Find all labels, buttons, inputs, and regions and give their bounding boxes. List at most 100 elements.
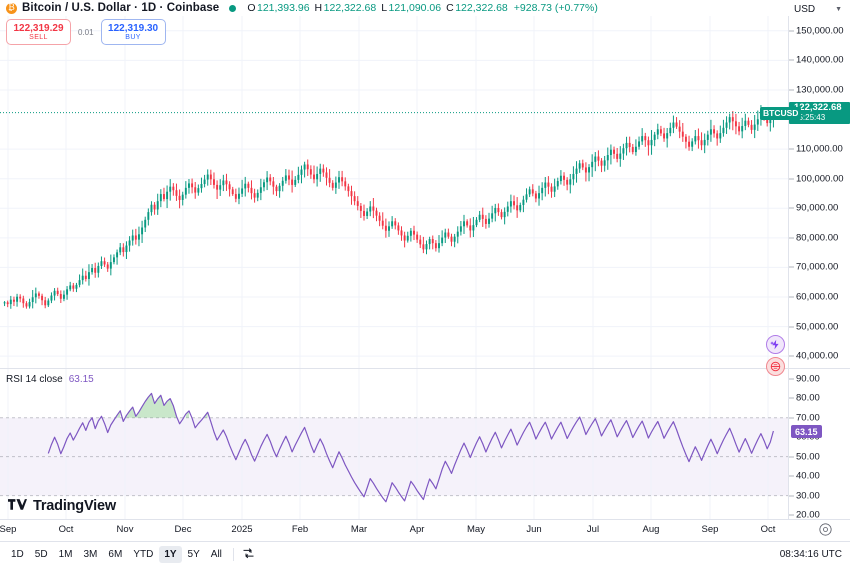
sell-label: SELL: [29, 33, 48, 41]
buy-button[interactable]: 122,319.30 BUY: [100, 19, 166, 45]
high-value: 122,322.68: [323, 2, 377, 14]
time-axis-label: Oct: [58, 524, 74, 535]
price-tick-label: 100,000.00: [796, 173, 844, 185]
price-tick-label: 60,000.00: [796, 291, 839, 303]
price-tick-mark: [788, 59, 794, 61]
time-axis-label: Nov: [116, 524, 134, 535]
timeframe-button-1d[interactable]: 1D: [11, 549, 24, 560]
rsi-series: [0, 369, 788, 519]
replay-glyph-icon: [770, 361, 781, 372]
sell-button[interactable]: 122,319.29 SELL: [6, 19, 71, 45]
high-label: H: [314, 2, 323, 14]
clock-label: 08:34:16 UTC: [779, 549, 842, 560]
price-axis[interactable]: 150,000.00 140,000.00 130,000.00 110,000.00…: [788, 16, 850, 368]
time-axis[interactable]: Sep Oct Nov Dec 2025 Feb Mar Apr May Jun Jul Aug Sep…: [0, 519, 850, 541]
rsi-legend[interactable]: RSI 14 close 63.15: [6, 374, 94, 385]
price-tick-mark: [788, 207, 794, 209]
rsi-tick-label: 40.00: [796, 470, 820, 482]
symbol-title[interactable]: Bitcoin / U.S. Dollar · 1D · Coinbase: [22, 2, 220, 14]
chart-header: Bitcoin / U.S. Dollar · 1D · Coinbase O1…: [0, 0, 850, 16]
rsi-tick-mark: [788, 475, 794, 477]
alert-badge-icon[interactable]: [766, 335, 785, 354]
toolbar-divider: [232, 548, 234, 561]
rsi-tick-label: 80.00: [796, 392, 820, 404]
current-price-tag[interactable]: 122,322.68 15:25:43: [789, 101, 850, 124]
pane-divider: [0, 368, 850, 369]
timeframe-button-5y[interactable]: 5Y: [187, 549, 200, 560]
price-tick-mark: [788, 148, 794, 150]
status-dot-icon: [229, 4, 237, 12]
rsi-tick-label: 20.00: [796, 509, 820, 521]
timeframe-button-ytd[interactable]: YTD: [133, 549, 154, 560]
price-tick-label: 150,000.00: [796, 25, 844, 37]
time-axis-label: Apr: [409, 524, 425, 535]
price-tick-label: 80,000.00: [796, 232, 839, 244]
price-tick-mark: [788, 30, 794, 32]
rsi-tick-mark: [788, 417, 794, 419]
candlestick-series: [0, 16, 788, 368]
price-tick-mark: [788, 89, 794, 91]
timeframe-button-3m[interactable]: 3M: [83, 549, 98, 560]
timeframe-button-all[interactable]: All: [210, 549, 222, 560]
current-price-value: 122,322.68: [794, 102, 842, 114]
rsi-tick-mark: [788, 397, 794, 399]
price-tick-label: 110,000.00: [796, 143, 843, 155]
low-value: 121,090.06: [388, 2, 442, 14]
time-axis-label: Sep: [0, 524, 17, 535]
price-tick-label: 140,000.00: [796, 54, 844, 66]
time-axis-label: Sep: [701, 524, 719, 535]
rsi-tick-label: 30.00: [796, 490, 820, 502]
bottom-toolbar: 1D 5D 1M 3M 6M YTD 1Y 5Y All 08:34:16 UTC: [0, 541, 850, 567]
calendar-range-icon[interactable]: [240, 546, 257, 563]
time-axis-label: Jul: [586, 524, 600, 535]
price-tick-label: 50,000.00: [796, 321, 839, 333]
rsi-tick-mark: [788, 456, 794, 458]
rsi-tick-label: 50.00: [796, 451, 820, 463]
buy-label: BUY: [125, 33, 141, 41]
gear-icon[interactable]: [818, 522, 833, 537]
chevron-down-icon: ▼: [835, 5, 842, 13]
rsi-value-badge[interactable]: 63.15: [791, 425, 822, 439]
trade-buttons: 122,319.29 SELL 0.01 122,319.30 BUY: [6, 19, 166, 45]
lightning-glyph-icon: [770, 339, 779, 350]
rsi-chart-pane[interactable]: [0, 369, 788, 519]
low-label: L: [381, 2, 388, 14]
open-value: 121,393.96: [256, 2, 310, 14]
timeframe-button-5d[interactable]: 5D: [34, 549, 48, 560]
rsi-legend-name: RSI 14 close: [6, 374, 63, 385]
price-tick-mark: [788, 296, 794, 298]
currency-selector[interactable]: USD ▼: [790, 2, 846, 16]
price-tick-label: 70,000.00: [796, 261, 839, 273]
tradingview-watermark: TradingView: [8, 498, 116, 514]
open-label: O: [247, 2, 256, 14]
timeframe-button-1y[interactable]: 1Y: [159, 546, 182, 563]
ohlc-legend: O 121,393.96 H 122,322.68 L 121,090.06 C 122…: [242, 2, 598, 14]
time-axis-label: Mar: [350, 524, 368, 535]
price-chart-pane[interactable]: [0, 16, 788, 368]
rsi-legend-value: 63.15: [68, 374, 94, 385]
price-tick-label: 40,000.00: [796, 350, 839, 362]
price-tick-mark: [788, 266, 794, 268]
close-value: 122,322.68: [455, 2, 508, 14]
price-tick-label: 130,000.00: [796, 84, 844, 96]
bitcoin-icon: [6, 2, 17, 14]
rsi-tick-mark: [788, 514, 794, 516]
floating-badges: [766, 335, 785, 379]
price-tick-mark: [788, 326, 794, 328]
rsi-tick-label: 70.00: [796, 412, 820, 424]
current-price-time: 15:25:43: [794, 113, 826, 123]
symbol-price-tag: BTCUSD: [760, 106, 802, 120]
tradingview-logo-icon: [8, 499, 27, 510]
sell-price: 122,319.29: [13, 22, 64, 34]
price-tick-mark: [788, 237, 794, 239]
rsi-axis[interactable]: 90.0080.0070.0050.0040.0030.0020.0060.00…: [788, 369, 850, 521]
time-axis-line: [0, 519, 850, 520]
time-axis-label: Jun: [526, 524, 542, 535]
timeframe-button-1m[interactable]: 1M: [58, 549, 73, 560]
timeframe-button-6m[interactable]: 6M: [108, 549, 123, 560]
time-axis-label: Aug: [642, 524, 660, 535]
rsi-tick-label: 90.00: [796, 373, 820, 385]
time-axis-label: Dec: [174, 524, 192, 535]
replay-badge-icon[interactable]: [766, 357, 785, 376]
